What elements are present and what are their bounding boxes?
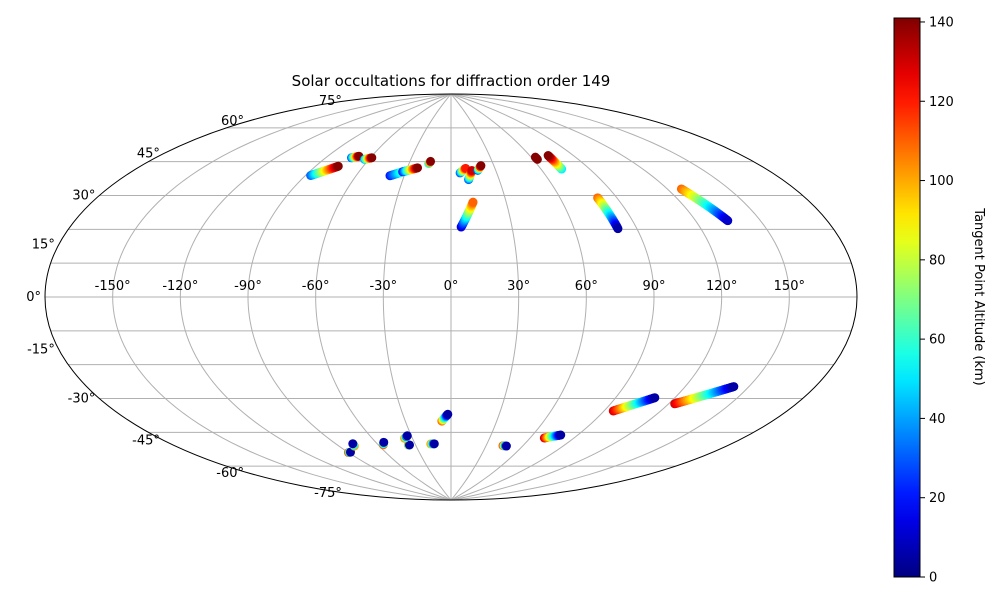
track-track-22: [498, 441, 511, 451]
data-point: [476, 161, 486, 171]
data-point: [729, 382, 739, 392]
colorbar-tick-label: 40: [929, 412, 946, 427]
data-point: [650, 393, 660, 403]
lon-tick-label: -60°: [302, 279, 330, 294]
track-track-25: [670, 382, 739, 409]
track-track-10: [456, 197, 478, 232]
lat-tick-label: -15°: [27, 343, 55, 358]
data-point: [402, 431, 412, 441]
data-point: [333, 161, 343, 171]
track-track-14: [676, 184, 733, 226]
track-track-16: [348, 439, 359, 451]
colorbar-tick-label: 60: [929, 333, 946, 348]
lon-tick-label: 30°: [507, 279, 530, 294]
track-track-11: [530, 152, 542, 164]
lat-tick-label: 15°: [32, 237, 55, 252]
data-point: [723, 216, 733, 226]
track-track-8: [464, 165, 477, 185]
map-outline: [44, 93, 858, 501]
data-point: [426, 156, 436, 166]
track-track-18: [403, 440, 415, 450]
track-track-17: [378, 437, 389, 450]
chart-title: Solar occultations for diffraction order…: [292, 72, 611, 90]
lat-tick-label: -30°: [68, 392, 96, 407]
colorbar-tick-label: 80: [929, 253, 946, 268]
lon-tick-label: 150°: [774, 279, 805, 294]
colorbar: 0 20 40 60 80 100 120 140 Tangent Point Altitud…: [893, 15, 986, 586]
data-point: [348, 439, 358, 449]
data-point: [379, 437, 389, 447]
colorbar-tick-label: 20: [929, 491, 946, 506]
lat-tick-label: 45°: [137, 146, 160, 161]
track-track-21: [437, 409, 453, 426]
data-point: [429, 439, 439, 449]
track-track-1: [306, 161, 343, 180]
lon-tick-label: 60°: [575, 279, 598, 294]
colorbar-tick-label: 0: [929, 571, 937, 586]
lat-tick-label: 30°: [72, 189, 95, 204]
track-track-24: [608, 393, 660, 416]
data-point: [443, 409, 453, 419]
lon-tick-label: -150°: [95, 279, 131, 294]
colorbar-tick-label: 140: [929, 15, 954, 30]
axis-ticks: -150° -120° -90° -60° -30° 0° 30° 60° 90° 120° 150…: [26, 94, 805, 501]
lat-tick-label: 60°: [221, 114, 244, 129]
track-track-3: [360, 153, 377, 164]
track-track-5: [398, 163, 423, 177]
track-track-23: [539, 430, 566, 443]
lon-tick-label: -30°: [369, 279, 397, 294]
lon-tick-label: -90°: [234, 279, 262, 294]
data-point: [501, 441, 511, 451]
lon-tick-label: 0°: [444, 279, 459, 294]
data-point: [367, 153, 377, 163]
track-track-6: [424, 156, 436, 169]
graticule: [45, 94, 857, 500]
colorbar-label: Tangent Point Altitude (km): [971, 207, 986, 385]
colorbar-tick-label: 100: [929, 174, 954, 189]
colorbar-tick-label: 120: [929, 95, 954, 110]
lat-tick-label: 0°: [26, 290, 41, 305]
track-track-13: [593, 193, 623, 234]
lon-tick-label: 90°: [642, 279, 665, 294]
lat-tick-label: -60°: [216, 466, 244, 481]
data-point: [556, 430, 566, 440]
track-track-20: [426, 439, 439, 449]
lat-tick-label: -45°: [132, 434, 160, 449]
data-point: [530, 152, 540, 162]
colorbar-gradient: [893, 17, 921, 578]
lat-tick-label: -75°: [314, 486, 342, 501]
data-point: [405, 440, 415, 450]
track-track-2: [346, 151, 364, 163]
track-track-19: [400, 431, 412, 443]
data-point: [468, 197, 478, 207]
data-points: [306, 151, 739, 458]
lat-tick-label: 75°: [319, 94, 342, 109]
lon-tick-label: 120°: [706, 279, 737, 294]
data-point: [413, 163, 423, 173]
colorbar-ticks: 0 20 40 60 80 100 120 140: [920, 15, 954, 586]
track-track-9: [473, 161, 486, 175]
track-track-12: [543, 151, 567, 174]
data-point: [543, 151, 553, 161]
lon-tick-label: -120°: [162, 279, 198, 294]
data-point: [613, 224, 623, 234]
